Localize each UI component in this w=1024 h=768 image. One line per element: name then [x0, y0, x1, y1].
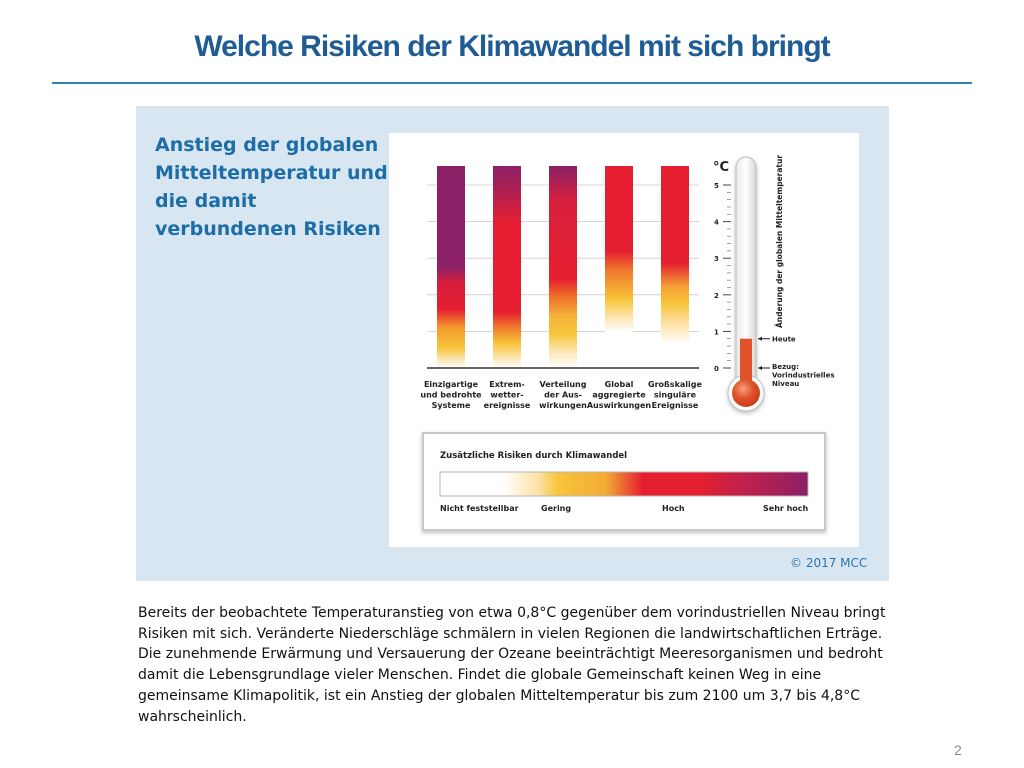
title-divider [52, 82, 972, 84]
bar-label-line: Verteilung [540, 380, 587, 389]
svg-text:Extrem-wetter-ereignisse: Extrem-wetter-ereignisse [484, 380, 531, 410]
risk-chart-card: Einzigartige und bedrohte Systeme Extrem-w… [389, 133, 859, 547]
temperature-axis-title: Änderung der globalen Mitteltemperatur [775, 155, 784, 328]
svg-text:Heute: Heute [772, 336, 796, 344]
description-line: Die zunehmende Erwärmung und Versauerung… [138, 646, 883, 663]
temperature-tick-label: 3 [714, 255, 719, 263]
description-text: Bereits der beobachtete Temperaturanstie… [138, 603, 898, 727]
thermometer-scale: 0 1 2 3 4 5 [714, 182, 731, 373]
thermometer-bulb [732, 379, 760, 407]
slide-title: Welche Risiken der Klimawandel mit sich … [194, 30, 830, 63]
description-line: Bereits der beobachtete Temperaturanstie… [138, 605, 886, 621]
temperature-tick-label: 5 [714, 182, 719, 190]
risk-diagram: Einzigartige und bedrohte Systeme Extrem-w… [420, 155, 835, 531]
bar-label-line: Großskalige [648, 380, 702, 389]
risk-bar-distribution [549, 166, 577, 368]
description-line: Risiken mit sich. Veränderte Niederschlä… [138, 625, 883, 642]
description-line: damit die Lebensgrundlage vieler Mensche… [138, 667, 822, 684]
legend-level-low: Gering [541, 504, 571, 513]
risk-legend: Zusätzliche Risiken durch Klimawandel Ni… [422, 432, 826, 531]
reference-marker: Bezug: Vorindustrielles Niveau [758, 363, 835, 388]
legend-gradient-bar [439, 471, 809, 497]
bar-label-line: Einzigartige [424, 380, 479, 389]
today-marker: Heute [758, 336, 796, 344]
legend-level-very-high: Sehr hoch [763, 504, 809, 513]
description-line: wahrscheinlich. [138, 708, 247, 725]
legend-title: Zusätzliche Risiken durch Klimawandel [440, 451, 627, 461]
risk-bar-global-aggregate [605, 166, 633, 368]
legend-level-high: Hoch [662, 504, 685, 513]
bar-label-line: Global [605, 380, 634, 389]
bar-label-line: Extrem- [489, 380, 524, 389]
risk-bar-unique-systems [437, 166, 465, 368]
legend-level-none: Nicht feststellbar [440, 504, 519, 513]
figure-heading: Anstieg der globalen Mitteltemperatur un… [155, 134, 388, 240]
copyright-notice: © 2017 MCC [790, 556, 868, 570]
temperature-tick-label: 1 [714, 328, 719, 336]
page-number: 2 [954, 742, 962, 758]
description-line: gemeinsame Klimapolitik, ist ein Anstieg… [138, 687, 860, 704]
bar-category-labels: Einzigartige und bedrohte Systeme Extrem-w… [420, 380, 702, 410]
temperature-unit-label: °C [713, 160, 729, 175]
risk-bar-large-scale-events [661, 166, 689, 368]
temperature-tick-label: 2 [714, 292, 719, 300]
risk-bar-extreme-weather [493, 166, 521, 368]
temperature-tick-label: 4 [714, 219, 719, 227]
temperature-tick-label: 0 [714, 365, 719, 373]
